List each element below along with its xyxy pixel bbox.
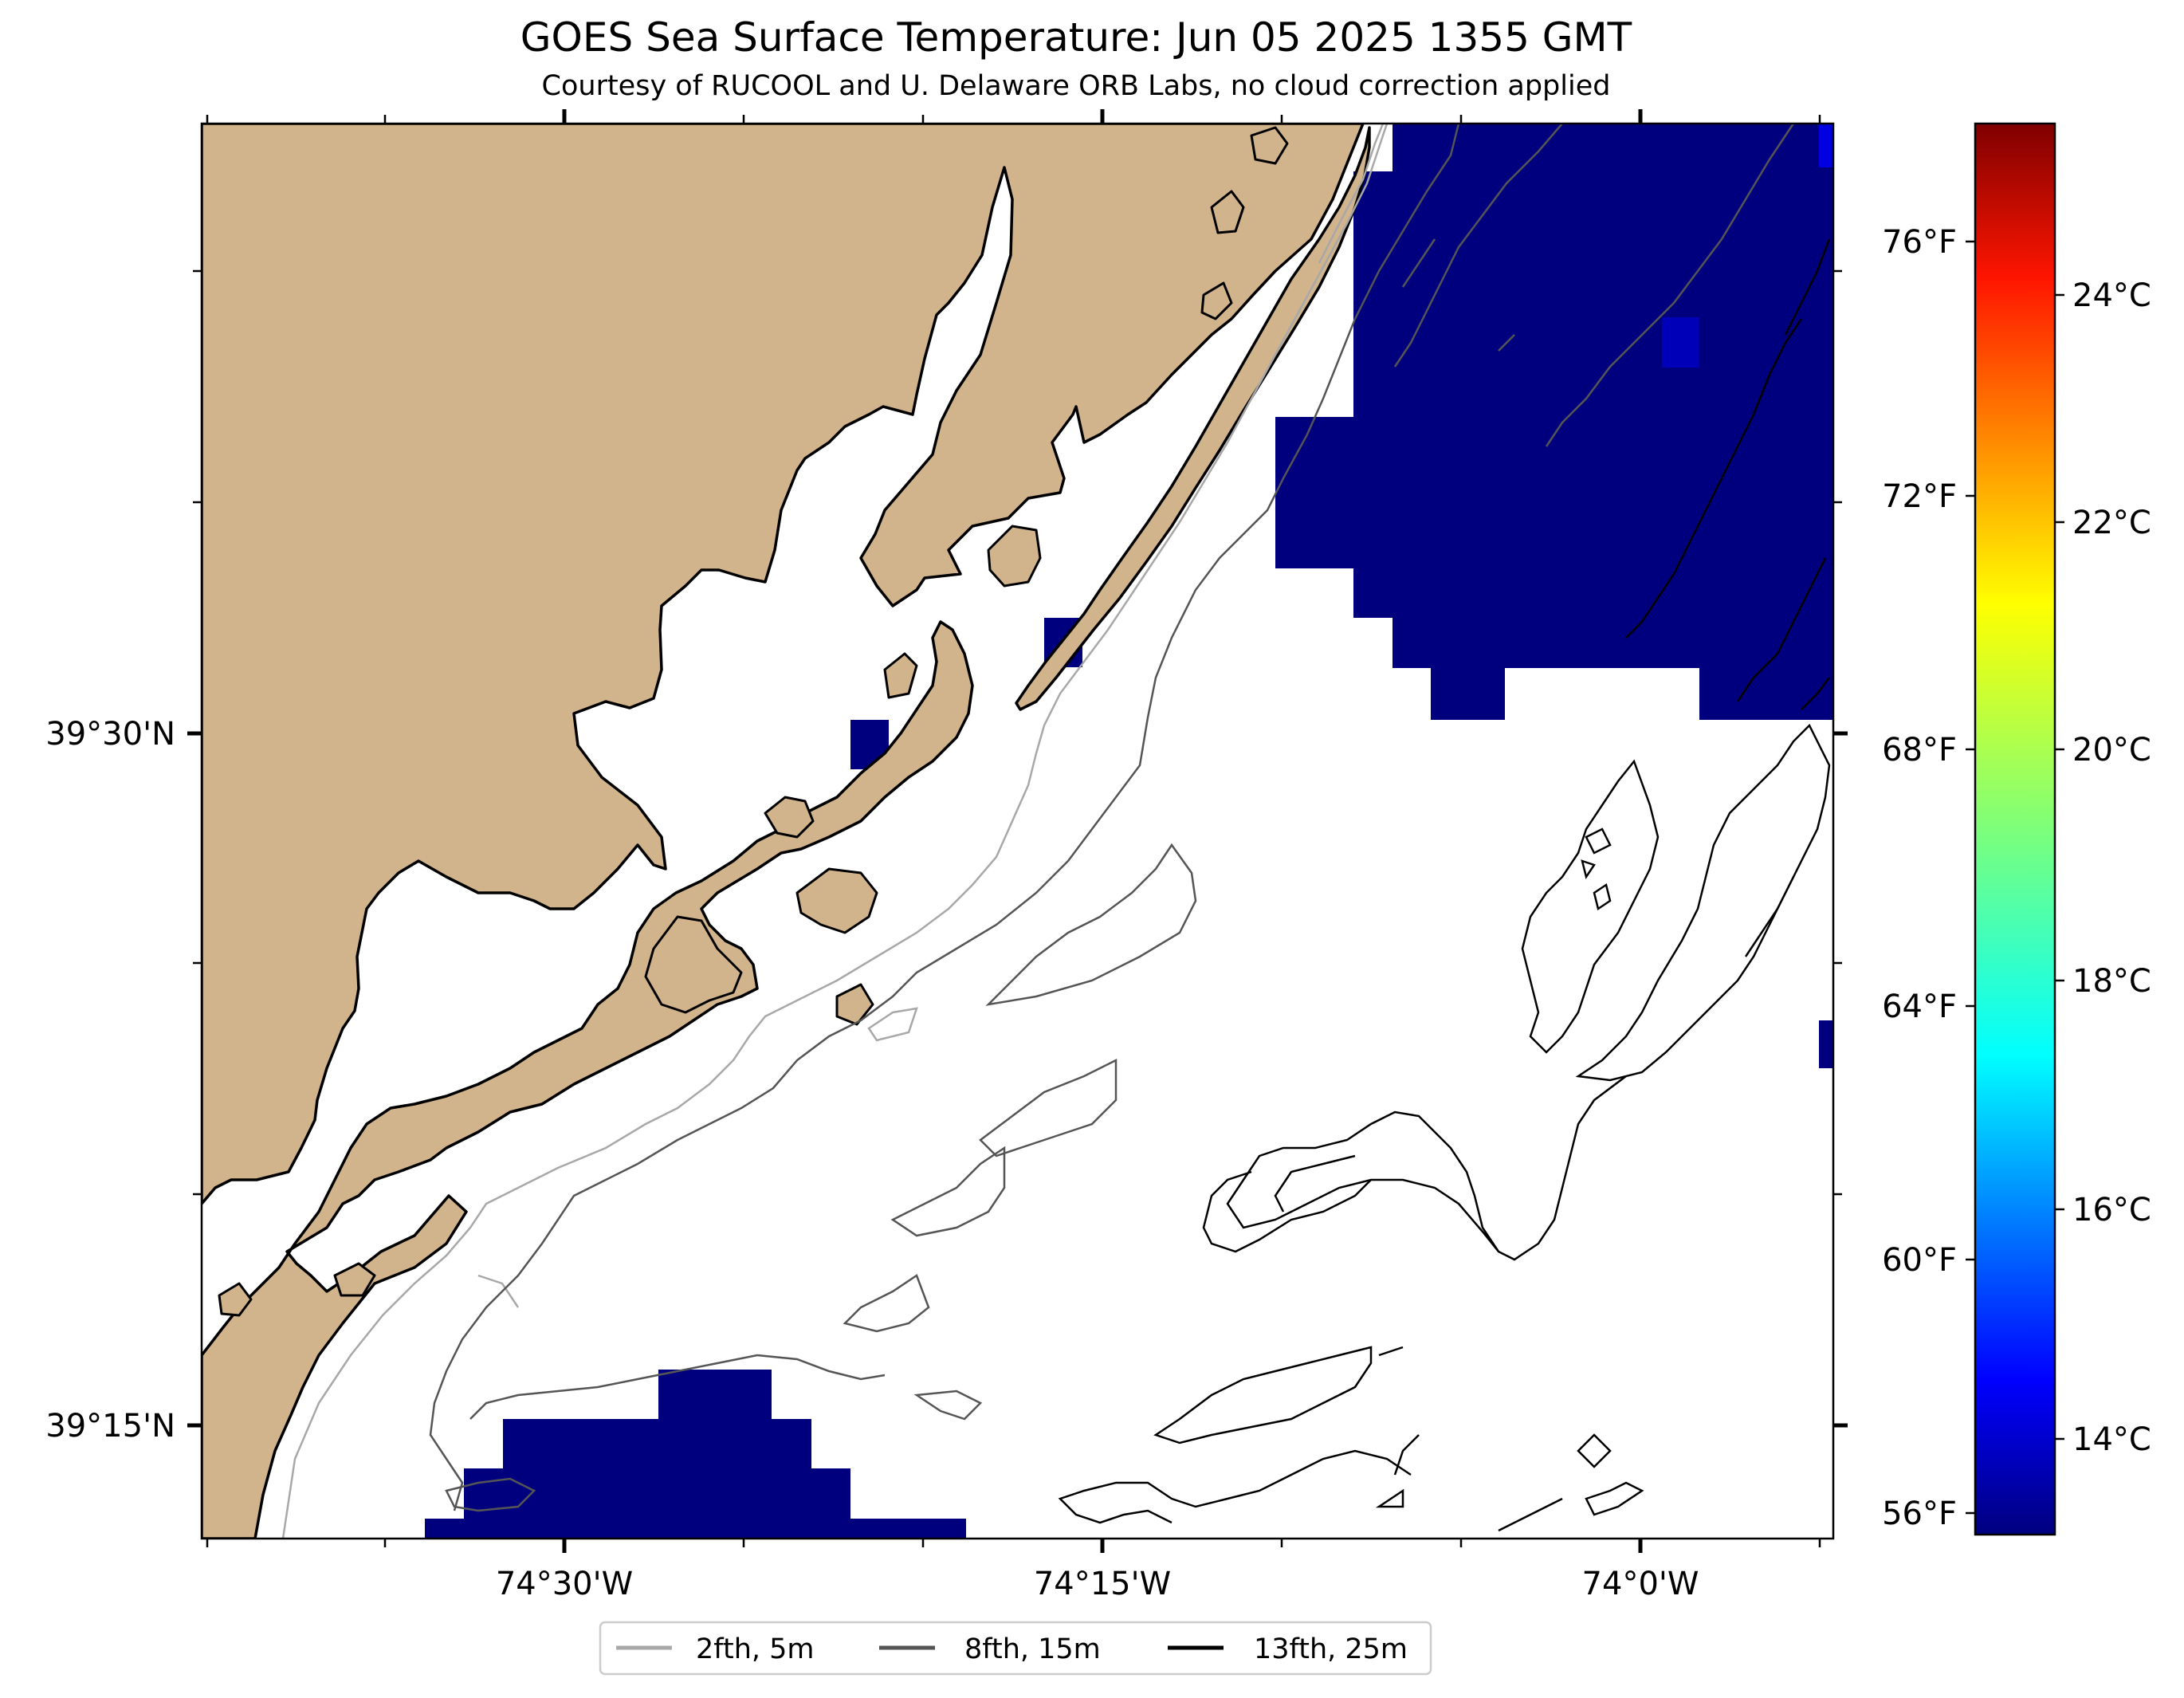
colorbar-c-label: 16°C	[2072, 1192, 2151, 1228]
contour-legend: 2fth, 5m 8fth, 15m 13fth, 25m	[599, 1621, 1432, 1676]
legend-box	[599, 1621, 1432, 1676]
map-title: GOES Sea Surface Temperature: Jun 05 202…	[520, 14, 1632, 61]
y-axis-minor-ticks	[193, 269, 1842, 1196]
legend-label-13fth: 13fth, 25m	[1254, 1633, 1408, 1665]
land-marsh-island	[218, 1282, 253, 1317]
sst-pixel	[1662, 317, 1699, 368]
land-marsh-island	[883, 652, 918, 699]
land-marsh-island	[795, 867, 878, 934]
colorbar-c-label: 18°C	[2072, 963, 2151, 1000]
x-tick-label: 74°15'W	[1034, 1566, 1171, 1602]
colorbar-f-label: 64°F	[1882, 989, 1957, 1025]
x-tick-label: 74°0'W	[1582, 1566, 1699, 1602]
colorbar-f-label: 60°F	[1882, 1242, 1957, 1279]
sst-region-southwest	[425, 1370, 966, 1539]
land-marsh-island	[764, 796, 815, 839]
land-marsh-island	[987, 525, 1042, 588]
y-axis-ticks	[187, 731, 1848, 1428]
y-tick-label: 39°30'N	[45, 716, 175, 753]
colorbar-c-label: 20°C	[2072, 732, 2151, 768]
land-marsh-island	[1210, 190, 1245, 234]
legend-label-8fth: 8fth, 15m	[964, 1633, 1101, 1665]
land-marsh-island	[644, 915, 743, 1014]
legend-label-2fth: 2fth, 5m	[696, 1633, 815, 1665]
land-marsh-island	[1200, 281, 1233, 320]
colorbar-f-label: 56°F	[1882, 1496, 1957, 1532]
sst-pixel	[1819, 1020, 1833, 1068]
contour-13fth	[1058, 238, 1831, 1532]
x-tick-label: 74°30'W	[496, 1566, 633, 1602]
sst-pixel	[1819, 124, 1833, 167]
sst-region-northeast	[1275, 124, 1833, 720]
land-marsh-island	[1250, 126, 1289, 165]
land-marsh-island	[835, 983, 874, 1026]
colorbar-c-label: 24°C	[2072, 277, 2151, 314]
colorbar-c-label: 14°C	[2072, 1421, 2151, 1458]
x-axis-ticks	[562, 109, 1643, 1553]
colorbar-gradient	[1974, 122, 2056, 1536]
land-mainland	[202, 124, 1365, 1205]
colorbar-c-label: 22°C	[2072, 505, 2151, 541]
map-subtitle: Courtesy of RUCOOL and U. Delaware ORB L…	[541, 70, 1611, 102]
colorbar-f-label: 68°F	[1882, 732, 1957, 768]
colorbar-f-label: 72°F	[1882, 478, 1957, 515]
map-frame	[200, 122, 1835, 1540]
contour-2fth	[281, 124, 1389, 1539]
contour-8fth	[429, 124, 1795, 1512]
land-barrier-island-north	[1015, 126, 1371, 711]
land-marsh-island	[333, 1262, 376, 1297]
x-axis-minor-ticks	[206, 115, 1821, 1547]
colorbar: 76°F 72°F 68°F 64°F 60°F 56°F 24°C 22°C …	[1882, 122, 2151, 1536]
colorbar-f-label: 76°F	[1882, 224, 1957, 261]
map-panel	[202, 124, 1833, 1539]
y-tick-label: 39°15'N	[45, 1408, 175, 1444]
